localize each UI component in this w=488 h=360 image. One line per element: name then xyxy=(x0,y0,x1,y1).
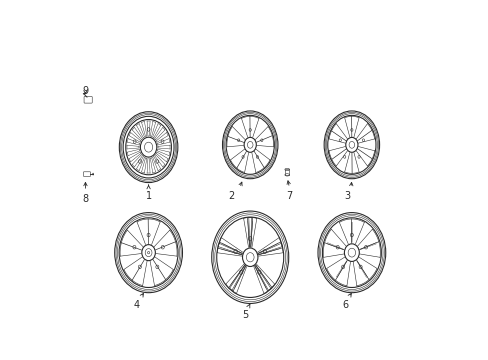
Text: 3: 3 xyxy=(344,191,349,201)
Text: 1: 1 xyxy=(145,191,151,201)
Text: 8: 8 xyxy=(82,194,88,204)
Bar xyxy=(285,170,289,175)
Text: 5: 5 xyxy=(242,310,248,320)
Text: 4: 4 xyxy=(133,300,139,310)
Text: 6: 6 xyxy=(342,300,348,310)
Text: 7: 7 xyxy=(286,191,292,201)
Text: 2: 2 xyxy=(228,191,234,201)
Text: 9: 9 xyxy=(82,86,88,96)
